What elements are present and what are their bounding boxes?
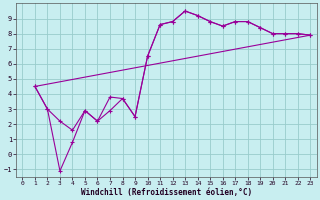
X-axis label: Windchill (Refroidissement éolien,°C): Windchill (Refroidissement éolien,°C) <box>81 188 252 197</box>
